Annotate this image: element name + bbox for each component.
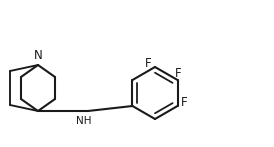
Text: F: F [175, 66, 182, 80]
Text: F: F [145, 56, 151, 70]
Text: N: N [34, 49, 42, 62]
Text: NH: NH [76, 116, 92, 126]
Text: F: F [181, 96, 188, 108]
